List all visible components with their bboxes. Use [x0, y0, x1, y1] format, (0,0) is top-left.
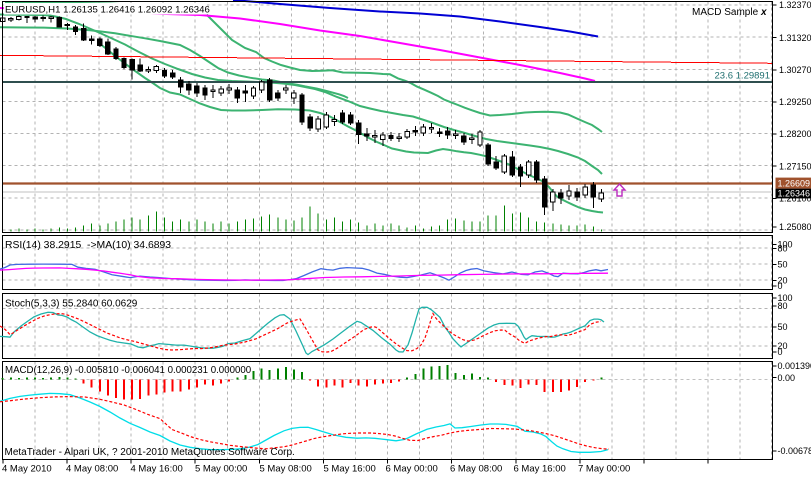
svg-text:7 May 00:00: 7 May 00:00: [578, 464, 630, 475]
svg-text:80: 80: [778, 244, 788, 254]
svg-text:0: 0: [778, 281, 783, 291]
svg-text:50: 50: [778, 322, 788, 332]
svg-text:MACD Sample: MACD Sample: [692, 7, 759, 18]
svg-text:4 May 16:00: 4 May 16:00: [131, 464, 183, 475]
svg-text:1.26609: 1.26609: [778, 178, 811, 188]
svg-text:Stoch(5,3,3) 55.2840 60.0629: Stoch(5,3,3) 55.2840 60.0629: [5, 299, 138, 310]
svg-text:1.31320: 1.31320: [779, 33, 811, 43]
svg-text:MetaTrader - Alpari UK, ? 2001: MetaTrader - Alpari UK, ? 2001-2010 Meta…: [5, 447, 295, 458]
svg-text:1.25080: 1.25080: [779, 222, 811, 232]
svg-text:6 May 00:00: 6 May 00:00: [386, 464, 438, 475]
svg-text:-0.00678: -0.00678: [778, 446, 811, 456]
svg-text:5 May 08:00: 5 May 08:00: [260, 464, 312, 475]
svg-text:1.29250: 1.29250: [779, 97, 811, 107]
svg-text:6 May 16:00: 6 May 16:00: [514, 464, 566, 475]
svg-text:50: 50: [778, 260, 788, 270]
svg-text:5 May 00:00: 5 May 00:00: [195, 464, 247, 475]
svg-text:1.27150: 1.27150: [779, 161, 811, 171]
svg-text:MACD(12,26,9) -0.005810 -0.006: MACD(12,26,9) -0.005810 -0.006041 0.0002…: [5, 365, 252, 376]
svg-text:1.30270: 1.30270: [779, 65, 811, 75]
svg-text:80: 80: [778, 301, 788, 311]
svg-text:EURUSD,H1 1.26135 1.26416 1.26: EURUSD,H1 1.26135 1.26416 1.26092 1.2634…: [5, 4, 210, 15]
svg-text:0.00: 0.00: [778, 373, 796, 383]
svg-text:0: 0: [778, 347, 783, 357]
svg-text:1.26346: 1.26346: [778, 189, 811, 199]
svg-text:RSI(14) 38.2915 ->MA(10) 34.6: RSI(14) 38.2915 ->MA(10) 34.6893: [5, 240, 171, 251]
svg-text:5 May 16:00: 5 May 16:00: [324, 464, 376, 475]
svg-text:23.6 1.29891: 23.6 1.29891: [715, 71, 770, 82]
svg-text:1.32370: 1.32370: [779, 0, 811, 10]
svg-text:4 May 2010: 4 May 2010: [2, 464, 52, 475]
svg-text:x: x: [760, 7, 767, 18]
svg-text:6 May 08:00: 6 May 08:00: [450, 464, 502, 475]
svg-text:4 May 08:00: 4 May 08:00: [66, 464, 118, 475]
svg-text:1.28200: 1.28200: [779, 129, 811, 139]
